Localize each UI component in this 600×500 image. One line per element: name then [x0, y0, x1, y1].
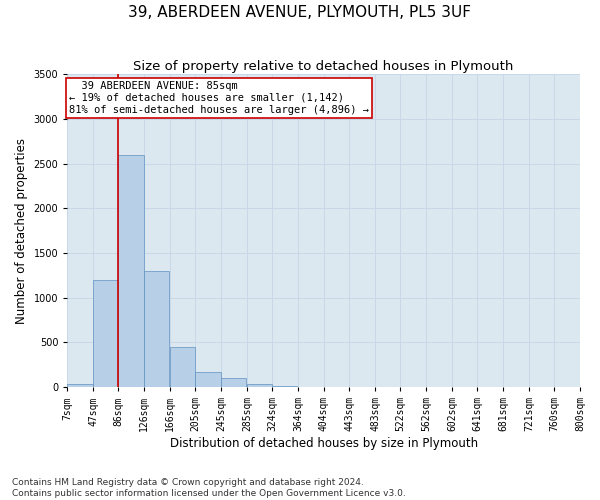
- Text: Contains HM Land Registry data © Crown copyright and database right 2024.
Contai: Contains HM Land Registry data © Crown c…: [12, 478, 406, 498]
- Text: 39, ABERDEEN AVENUE, PLYMOUTH, PL5 3UF: 39, ABERDEEN AVENUE, PLYMOUTH, PL5 3UF: [128, 5, 472, 20]
- Bar: [118, 154, 143, 387]
- Y-axis label: Number of detached properties: Number of detached properties: [15, 138, 28, 324]
- Text: 39 ABERDEEN AVENUE: 85sqm
← 19% of detached houses are smaller (1,142)
81% of se: 39 ABERDEEN AVENUE: 85sqm ← 19% of detac…: [68, 82, 368, 114]
- Bar: [144, 271, 169, 387]
- Bar: [170, 347, 196, 387]
- Title: Size of property relative to detached houses in Plymouth: Size of property relative to detached ho…: [133, 60, 514, 73]
- Bar: [247, 384, 272, 387]
- Bar: [93, 280, 118, 387]
- X-axis label: Distribution of detached houses by size in Plymouth: Distribution of detached houses by size …: [170, 437, 478, 450]
- Bar: [272, 386, 298, 387]
- Bar: [196, 372, 221, 387]
- Bar: [221, 378, 247, 387]
- Bar: [67, 384, 92, 387]
